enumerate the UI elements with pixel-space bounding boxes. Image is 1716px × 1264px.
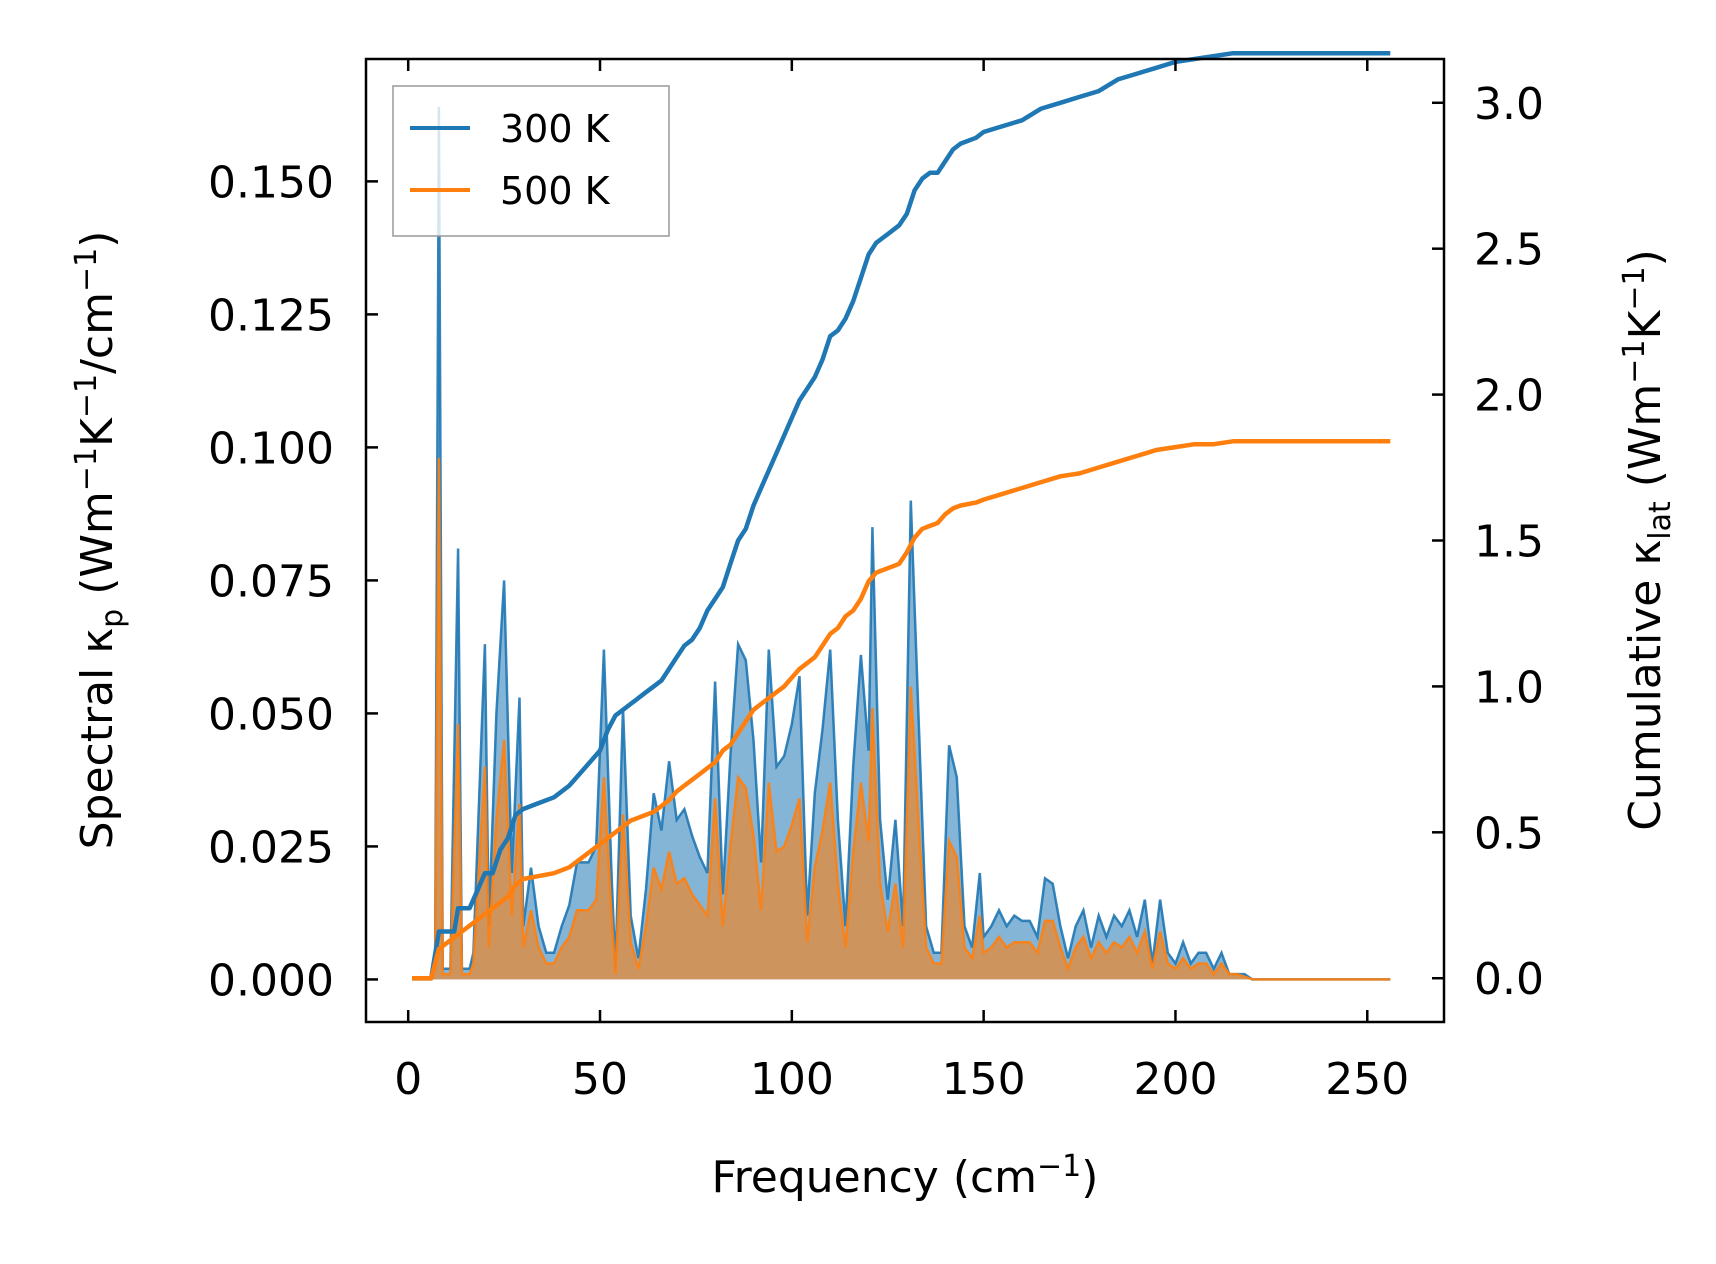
- x-tick-label: 50: [572, 1054, 628, 1105]
- x-axis-title: Frequency (cm−1): [712, 1149, 1099, 1203]
- spectral-area-500k: [412, 458, 1391, 980]
- spectral-area-300k: [412, 106, 1391, 980]
- cumulative-line-300k: [412, 50, 1391, 981]
- legend-label-300k: 300 K: [500, 107, 611, 151]
- legend-label-500k: 500 K: [500, 169, 611, 213]
- series-line-layer: [412, 50, 1391, 981]
- y-right-tick-label: 1.5: [1474, 517, 1544, 568]
- y-left-axis-title: Spectral κp (Wm−1K−1/cm−1): [69, 231, 130, 850]
- y-left-tick-label: 0.075: [208, 556, 334, 607]
- y-left-tick-label: 0.150: [208, 157, 334, 208]
- x-tick-label: 100: [750, 1054, 834, 1105]
- y-right-tick-label: 3.0: [1474, 79, 1544, 130]
- y-left-tick-label: 0.125: [208, 290, 334, 341]
- y-left-tick-label: 0.000: [208, 955, 334, 1006]
- x-tick-label: 250: [1325, 1054, 1409, 1105]
- y-left-tick-label: 0.050: [208, 689, 334, 740]
- y-right-tick-label: 0.0: [1474, 954, 1544, 1005]
- legend-frame: [392, 85, 670, 237]
- spectral-line-500k: [412, 457, 1391, 981]
- y-right-tick-label: 0.5: [1474, 808, 1544, 859]
- cumulative-line-500k: [412, 439, 1391, 981]
- tick-layer: 0 50 100 150 200 250 0.000 0.025 0.050 0.075 0.100…: [208, 59, 1544, 1105]
- spectral-fill-layer: [412, 106, 1391, 981]
- y-left-tick-label: 0.100: [208, 423, 334, 474]
- legend: 300 K 500 K: [392, 85, 670, 237]
- x-tick-label: 150: [942, 1054, 1026, 1105]
- x-tick-label: 200: [1133, 1054, 1217, 1105]
- y-right-axis-title: Cumulative κlat (Wm−1K−1): [1617, 249, 1678, 831]
- y-right-tick-label: 2.5: [1474, 225, 1544, 276]
- spectral-line-300k: [412, 106, 1391, 981]
- y-left-tick-label: 0.025: [208, 822, 334, 873]
- x-tick-label: 0: [394, 1054, 422, 1105]
- y-right-tick-label: 2.0: [1474, 371, 1544, 422]
- y-right-tick-label: 1.0: [1474, 662, 1544, 713]
